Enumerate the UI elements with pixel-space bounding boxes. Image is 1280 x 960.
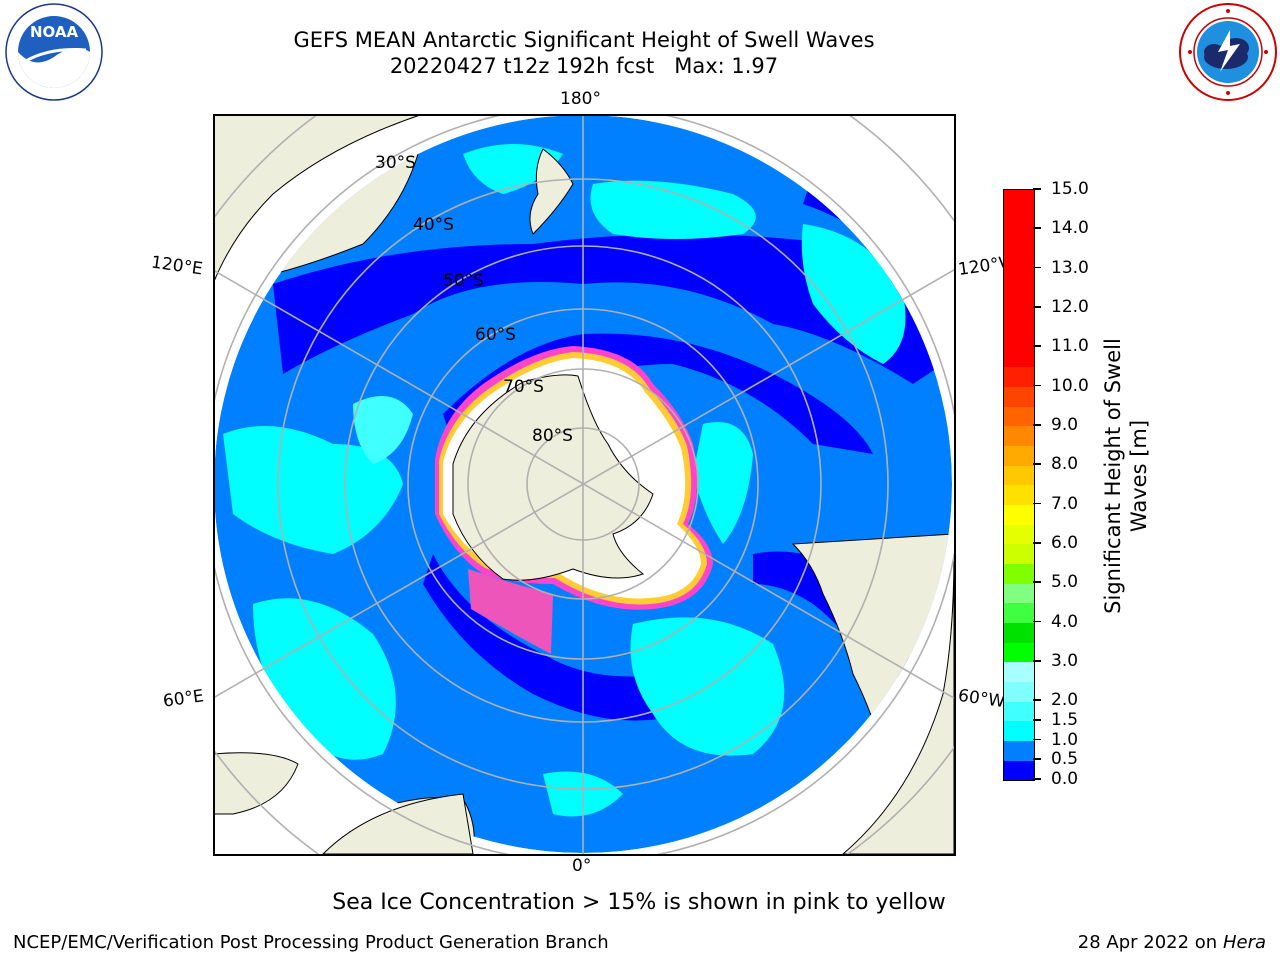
colorbar-segment [1004, 308, 1034, 329]
colorbar-segment [1004, 485, 1034, 506]
colorbar-tick-label: 3.0 [1032, 652, 1078, 670]
swell-cyan-6 [693, 422, 753, 544]
colorbar-segment [1004, 347, 1034, 368]
lat-label-80: 80°S [532, 426, 573, 446]
colorbar-tick-label: 5.0 [1032, 573, 1078, 591]
colorbar-tick-label: 10.0 [1033, 377, 1089, 395]
polar-map-svg: 30°S 40°S 50°S 60°S 70°S 80°S [213, 114, 954, 854]
swell-cyan-4 [223, 426, 403, 554]
colorbar-segment [1004, 681, 1034, 702]
colorbar-tick-label: 4.0 [1032, 613, 1078, 631]
colorbar-segment [1004, 209, 1034, 230]
lon-label-120e: 120°E [149, 252, 204, 280]
colorbar-segment [1004, 406, 1034, 427]
colorbar-tick-label: 15.0 [1033, 180, 1089, 198]
colorbar-segment [1004, 583, 1034, 604]
lat-label-30: 30°S [375, 153, 416, 173]
colorbar-segment [1004, 367, 1034, 388]
colorbar-tick-label: 1.0 [1032, 731, 1078, 749]
colorbar-segment [1004, 662, 1034, 683]
colorbar-segment [1004, 190, 1034, 211]
lon-label-60w: 60°W [956, 685, 1007, 713]
colorbar-segment [1004, 465, 1034, 486]
colorbar-segment [1004, 544, 1034, 565]
colorbar-tick-label: 0.0 [1032, 770, 1078, 788]
colorbar-segment [1004, 268, 1034, 289]
colorbar-title: Significant Height of Swell Waves [m] [1101, 338, 1151, 614]
colorbar-tick-label: 14.0 [1033, 219, 1089, 237]
colorbar-segment [1004, 445, 1034, 466]
lon-label-60e: 60°E [161, 686, 206, 712]
lat-label-60: 60°S [475, 325, 516, 345]
colorbar-segment [1004, 288, 1034, 309]
colorbar-segment [1004, 249, 1034, 270]
colorbar-segment [1004, 603, 1034, 624]
swell-cyan-3 [801, 224, 906, 364]
footer-branch: NCEP/EMC/Verification Post Processing Pr… [13, 932, 609, 953]
colorbar-segment [1004, 386, 1034, 407]
nws-logo [1179, 3, 1277, 101]
colorbar-tick-label: 7.0 [1032, 495, 1078, 513]
swell-cyan-5 [353, 396, 413, 464]
colorbar [1003, 189, 1035, 781]
lat-label-50: 50°S [443, 271, 484, 291]
lon-label-0: 0° [572, 856, 592, 876]
colorbar-tick-label: 0.5 [1032, 750, 1078, 768]
swell-band-low-south [423, 554, 683, 721]
colorbar-segment [1004, 563, 1034, 584]
colorbar-segment [1004, 760, 1034, 781]
noaa-logo: NOAA [5, 3, 103, 101]
colorbar-tick-label: 11.0 [1033, 337, 1089, 355]
swell-cyan-2 [590, 180, 756, 239]
lat-label-70: 70°S [503, 377, 544, 397]
colorbar-tick-label: 12.0 [1033, 298, 1089, 316]
svg-text:NOAA: NOAA [30, 23, 79, 41]
colorbar-segment [1004, 504, 1034, 525]
colorbar-tick-label: 2.0 [1032, 691, 1078, 709]
colorbar-ticks: 0.0 0.5 1.0 1.5 2.0 3.0 4.0 5.0 6.0 7.0 8.0 9.0 10.0… [1032, 180, 1115, 788]
colorbar-segment [1004, 701, 1034, 722]
swell-cyan-7 [253, 598, 396, 760]
colorbar-tick-label: 1.5 [1032, 711, 1078, 729]
africa-corner [322, 793, 474, 854]
footer-date: 28 Apr 2022 on Hera [1077, 932, 1266, 953]
colorbar-tick-label: 8.0 [1032, 455, 1078, 473]
colorbar-tick-label: 13.0 [1033, 259, 1089, 277]
colorbar-segment [1004, 426, 1034, 447]
graticule [213, 114, 954, 854]
colorbar-tick-label: 9.0 [1032, 416, 1078, 434]
colorbar-segment [1004, 327, 1034, 348]
polar-map: 30°S 40°S 50°S 60°S 70°S 80°S [213, 114, 954, 854]
swell-cyan-1 [463, 144, 563, 194]
map-title: GEFS MEAN Antarctic Significant Height o… [293, 28, 875, 52]
colorbar-segment [1004, 721, 1034, 742]
madagascar-corner [213, 752, 299, 815]
lat-label-40: 40°S [413, 215, 454, 235]
new-zealand-land [529, 148, 574, 235]
colorbar-segment [1004, 622, 1034, 643]
south-america-corner [842, 553, 954, 854]
colorbar-segment [1004, 524, 1034, 545]
colorbar-segment [1004, 740, 1034, 761]
colorbar-segment [1004, 229, 1034, 250]
colorbar-tick-label: 6.0 [1032, 534, 1078, 552]
swell-band-low-north [273, 234, 943, 384]
sea-ice-note: Sea Ice Concentration > 15% is shown in … [332, 890, 946, 915]
map-subtitle: 20220427 t12z 192h fcst Max: 1.97 [389, 54, 779, 78]
australia-corner [213, 114, 424, 285]
colorbar-segment [1004, 642, 1034, 663]
antarctica-land [452, 374, 654, 581]
sea-ice-pink-patch [468, 569, 553, 654]
lon-label-180: 180° [560, 89, 601, 109]
